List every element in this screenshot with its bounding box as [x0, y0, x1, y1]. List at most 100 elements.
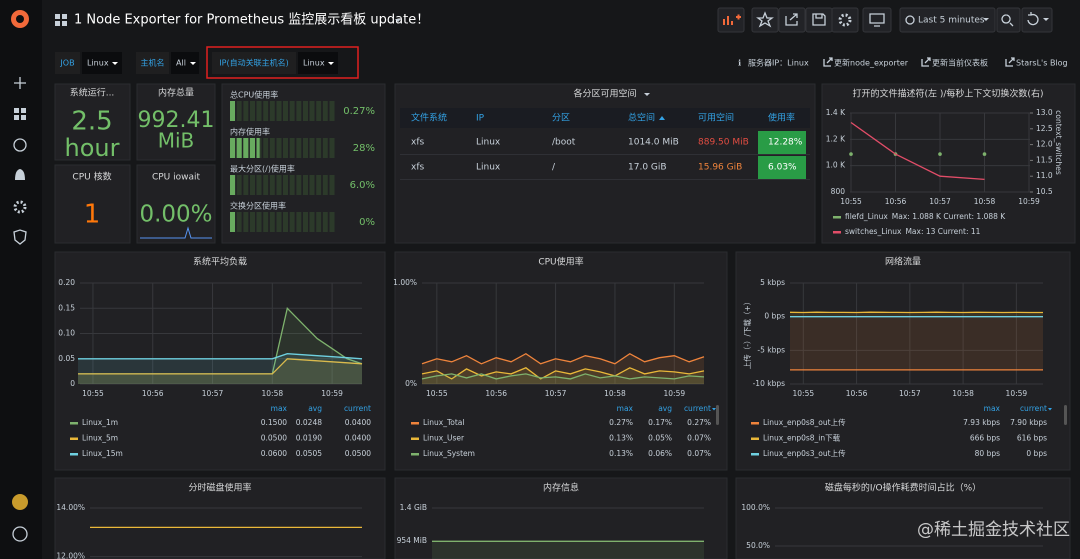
gauge-segment: [269, 138, 275, 158]
gauge-segment: [236, 101, 242, 121]
gauge-gap: [288, 175, 290, 195]
legend-swatch: [833, 231, 841, 234]
create-icon[interactable]: [14, 77, 26, 89]
dashboard-link[interactable]: StarsL's Blog: [1016, 59, 1068, 68]
legend-value: 0.27%: [687, 418, 711, 427]
gauge-gap: [327, 101, 330, 121]
legend-swatch: [411, 437, 419, 440]
save-button[interactable]: [805, 7, 833, 33]
variable-value[interactable]: All: [176, 59, 186, 68]
gauge-gap: [248, 175, 250, 195]
add-panel-button[interactable]: [717, 7, 745, 33]
panel: [54, 164, 131, 244]
gauge-segment: [269, 175, 275, 195]
gauge-segment: [316, 212, 322, 232]
y-tick-label: 0: [70, 379, 75, 388]
gauge-segment: [283, 212, 289, 232]
variable-select[interactable]: [82, 52, 122, 74]
panel-title: 内存信息: [543, 482, 579, 494]
admin-icon[interactable]: [13, 229, 27, 245]
column-header: 可用空间: [698, 112, 734, 124]
gauge-gap: [248, 212, 250, 232]
help-icon[interactable]: [12, 526, 28, 542]
save-icon: [812, 13, 826, 26]
y2-tick-label: 10.5: [1036, 187, 1053, 196]
panel: [735, 251, 1071, 471]
x-tick-label: 10:57: [545, 389, 567, 398]
dashboard-link[interactable]: 服务器IP：Linux: [748, 58, 809, 68]
y-tick-label: 0.05: [58, 354, 75, 363]
panel: [136, 83, 216, 161]
zoom-button[interactable]: [996, 7, 1021, 33]
config-icon[interactable]: [13, 200, 27, 214]
gauge-segment: [243, 101, 249, 121]
legend-name: Linux_1m: [82, 418, 118, 427]
gauge-segment: [322, 175, 328, 195]
variable-value[interactable]: Linux: [87, 59, 109, 68]
y-tick-label: 1.4 GiB: [400, 503, 427, 512]
sort-arrow: [659, 116, 665, 120]
variable-caret: [190, 62, 196, 65]
gauge-gap: [268, 175, 270, 195]
series-line: [421, 367, 705, 380]
legend-swatch: [411, 422, 419, 425]
gauge-gap: [281, 212, 283, 232]
legend-value: 666 bps: [970, 434, 1000, 443]
dashboard-link[interactable]: 更新node_exporter: [834, 58, 909, 68]
time-picker[interactable]: [899, 7, 996, 33]
variable-select[interactable]: [171, 52, 199, 74]
legend-header: avg: [308, 404, 322, 413]
sort-arrow: [712, 408, 716, 411]
gauge-gap: [241, 212, 244, 232]
avatar[interactable]: [12, 494, 28, 510]
time-range[interactable]: Last 5 minutes: [918, 16, 985, 26]
x-tick-label: 10:55: [793, 389, 815, 398]
y-tick-label: 14.00%: [56, 503, 85, 512]
gauge-segment: [309, 175, 315, 195]
star-button[interactable]: [751, 7, 779, 33]
dashboard-title[interactable]: 1 Node Exporter for Prometheus 监控展示看板 up…: [74, 12, 429, 28]
gauge-segment: [329, 138, 335, 158]
refresh-button[interactable]: [1021, 7, 1053, 33]
y-tick-label: 0.15: [58, 303, 75, 312]
x-tick-label: 10:57: [202, 389, 224, 398]
gauge-segment: [289, 212, 295, 232]
table-cell: xfs: [411, 163, 424, 173]
alerting-icon[interactable]: [15, 169, 25, 182]
x-tick-label: 10:55: [82, 389, 104, 398]
variable-select[interactable]: [298, 52, 338, 74]
x-tick-label: 10:58: [262, 389, 284, 398]
title-caret[interactable]: [395, 19, 401, 22]
star-icon: [756, 11, 774, 28]
share-button[interactable]: [778, 7, 806, 33]
gauge-segment: [283, 175, 289, 195]
legend-name: Linux_enp0s3_out上传: [763, 448, 846, 458]
legend-name: Linux_enp0s8_out上传: [763, 417, 846, 427]
gauge-segment: [263, 175, 269, 195]
variable-value[interactable]: Linux: [303, 59, 325, 68]
dashboard-link[interactable]: 更新当前仪表板: [932, 58, 988, 68]
y-tick-label: 1.4 K: [826, 108, 846, 117]
explore-icon[interactable]: [13, 138, 27, 152]
gauge-segment: [243, 212, 249, 232]
panel-title: CPU使用率: [538, 256, 583, 268]
gauge-gap: [294, 138, 297, 158]
gauge-segment: [302, 212, 308, 232]
gauge-segment: [296, 101, 302, 121]
settings-button[interactable]: [831, 7, 859, 33]
legend-header: current: [684, 404, 711, 413]
table-cell: 1014.0 MiB: [628, 138, 679, 148]
link-icon: [921, 57, 931, 67]
variable-label: JOB: [59, 59, 74, 68]
table-cell: 12.28%: [768, 138, 803, 148]
add-panel-icon: [723, 14, 741, 25]
gauge-fill: [230, 138, 260, 158]
gauge-segment: [309, 212, 315, 232]
legend-swatch: [70, 422, 78, 425]
gauge-label: 交换分区使用率: [230, 201, 286, 211]
legend-value: 0.0400: [345, 434, 371, 443]
gauge-segment: [302, 101, 308, 121]
dashboards-icon[interactable]: [14, 108, 26, 120]
legend-swatch: [833, 216, 841, 219]
tv-button[interactable]: [862, 7, 892, 33]
